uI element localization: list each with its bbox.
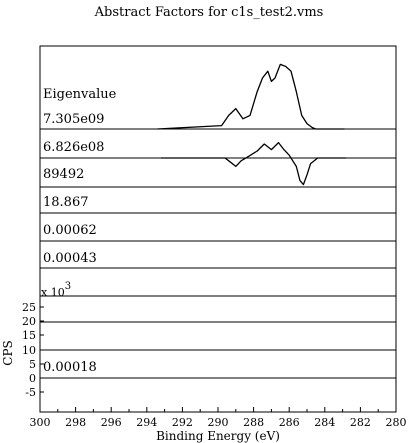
eigenvalue-label: 18.867 [43,195,89,210]
y-multiplier: x 103 [41,281,71,299]
x-tick-label: 298 [65,416,86,429]
x-axis-label: Binding Energy (eV) [156,429,280,443]
x-tick-label: 290 [208,416,229,429]
y-tick-label: 10 [22,344,36,357]
x-tick-label: 282 [350,416,371,429]
eigenvalue-label: 0.00018 [43,360,97,375]
eigenvalue-label: 7.305e09 [43,112,104,127]
eigenvalue-label: 6.826e08 [43,140,104,155]
x-tick-label: 280 [386,416,407,429]
y-multiplier-exp: 3 [65,281,71,292]
x-axis-ticks: 300 298 296 294 292 290 288 286 284 282 280 [30,407,407,429]
y-tick-label: -5 [25,386,36,399]
factor-curve [157,63,345,130]
x-tick-label: 300 [30,416,51,429]
y-tick-label: 25 [22,301,36,314]
x-tick-label: 284 [314,416,335,429]
eigenvalue-header: Eigenvalue [43,87,117,102]
factor-curves [157,63,347,186]
y-tick-label: 5 [29,358,36,371]
y-multiplier-base: x 10 [41,286,65,299]
x-tick-label: 294 [136,416,157,429]
eigenvalue-label: 0.00062 [43,223,97,238]
chart-title: Abstract Factors for c1s_test2.vms [94,5,324,20]
y-tick-label: 0 [29,372,36,385]
y-tick-label: 20 [22,315,36,328]
x-tick-label: 292 [172,416,193,429]
y-tick-label: 15 [22,329,36,342]
y-axis-label: CPS [1,340,15,365]
x-tick-label: 296 [101,416,122,429]
x-tick-label: 286 [279,416,300,429]
x-tick-label: 288 [243,416,264,429]
eigenvalue-label: 0.00043 [43,251,97,266]
eigenvalue-label: 89492 [43,167,84,182]
factor-curve [161,141,347,186]
eigenvalue-labels: 7.305e09 6.826e08 89492 18.867 0.00062 0.0004… [43,112,104,375]
